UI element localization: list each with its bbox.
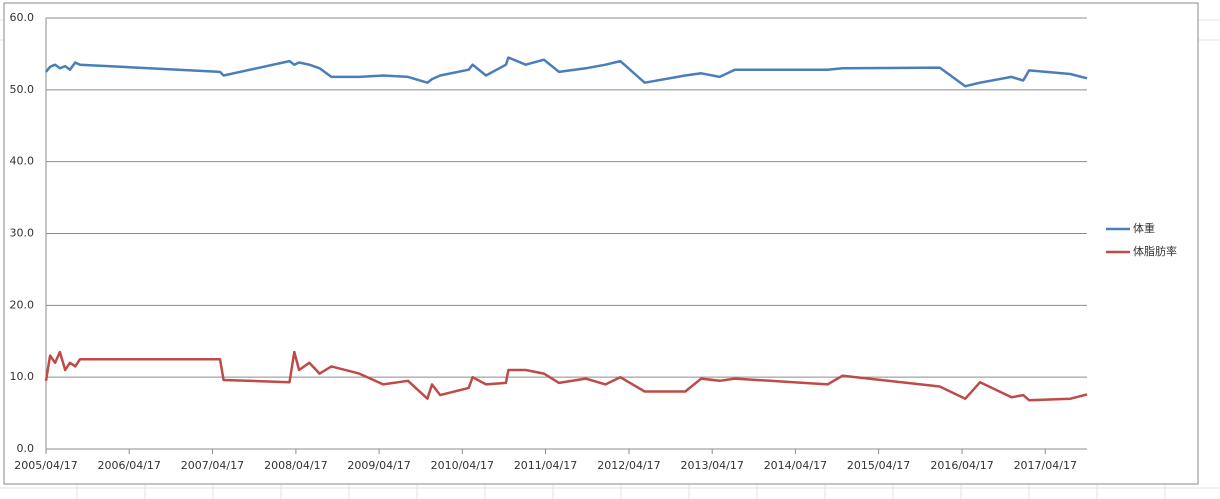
x-tick-label: 2008/04/17 <box>264 459 327 472</box>
x-tick-label: 2009/04/17 <box>347 459 410 472</box>
y-tick-label: 40.0 <box>10 155 35 168</box>
y-tick-label: 60.0 <box>10 11 35 24</box>
x-tick-label: 2006/04/17 <box>98 459 161 472</box>
y-tick-label: 20.0 <box>10 298 35 311</box>
x-tick-label: 2016/04/17 <box>930 459 993 472</box>
y-tick-label: 0.0 <box>17 442 35 455</box>
series-line <box>45 56 1088 88</box>
series-line <box>44 350 1088 402</box>
x-tick-label: 2012/04/17 <box>597 459 660 472</box>
chart-area <box>3 2 1199 485</box>
x-tick-label: 2015/04/17 <box>847 459 910 472</box>
y-tick-label: 30.0 <box>10 227 35 240</box>
x-tick-label: 2014/04/17 <box>764 459 827 472</box>
x-tick-label: 2007/04/17 <box>181 459 244 472</box>
y-tick-label: 10.0 <box>10 370 35 383</box>
x-tick-label: 2005/04/17 <box>14 459 77 472</box>
legend-label: 体重 <box>1133 221 1155 235</box>
x-tick-label: 2011/04/17 <box>514 459 577 472</box>
x-tick-label: 2013/04/17 <box>680 459 743 472</box>
x-tick-label: 2010/04/17 <box>431 459 494 472</box>
x-tick-label: 2017/04/17 <box>1014 459 1077 472</box>
y-tick-label: 50.0 <box>10 83 35 96</box>
legend-label: 体脂肪率 <box>1133 244 1177 258</box>
